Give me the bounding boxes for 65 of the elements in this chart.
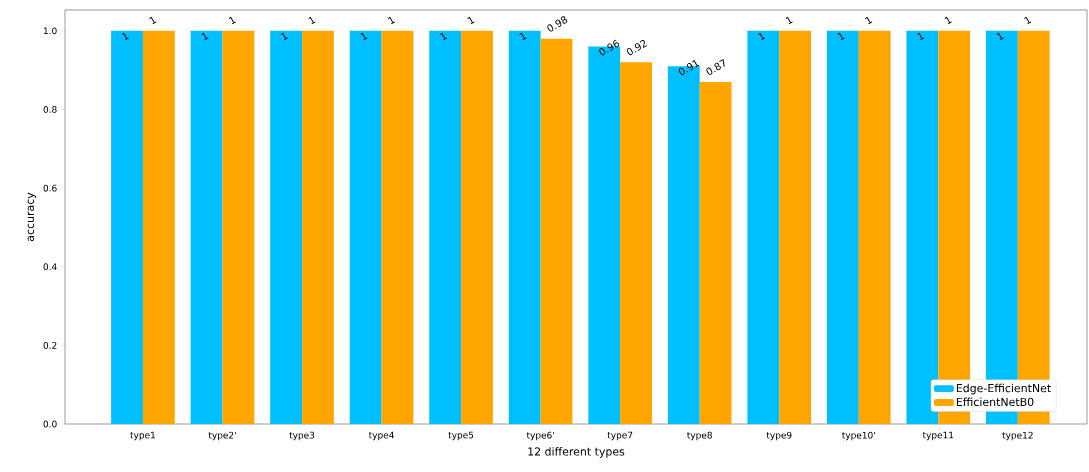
x-tick-label: type10' bbox=[842, 431, 875, 441]
data-label: 0.92 bbox=[626, 40, 648, 56]
data-label: 1 bbox=[519, 32, 527, 41]
y-tick-label: 0.4 bbox=[43, 263, 57, 271]
bar bbox=[111, 30, 143, 424]
x-tick-label: type12 bbox=[1002, 431, 1033, 441]
bar bbox=[699, 81, 732, 424]
data-label: 1 bbox=[1024, 16, 1032, 25]
x-tick-label: type8 bbox=[687, 431, 712, 441]
bar bbox=[540, 38, 573, 424]
x-tick-label: type5 bbox=[448, 431, 474, 441]
x-tick-label: type3 bbox=[289, 431, 315, 441]
data-label: 1 bbox=[387, 16, 396, 25]
legend-label: EfficientNetB0 bbox=[956, 397, 1034, 407]
bar bbox=[302, 30, 334, 424]
data-label: 1 bbox=[280, 32, 288, 41]
bar bbox=[620, 62, 652, 424]
bar bbox=[429, 30, 462, 424]
y-tick-label: 0.2 bbox=[43, 341, 57, 349]
data-label: 1 bbox=[996, 32, 1004, 41]
data-label: 1 bbox=[360, 32, 368, 41]
bar bbox=[349, 30, 382, 424]
y-tick-label: 0.6 bbox=[43, 184, 57, 192]
data-label: 1 bbox=[467, 16, 475, 25]
x-tick-label: type11 bbox=[922, 431, 954, 441]
bar bbox=[270, 30, 303, 424]
bar bbox=[779, 30, 812, 424]
bar bbox=[747, 30, 780, 424]
data-label: 1 bbox=[149, 16, 157, 25]
data-label: 0.96 bbox=[599, 39, 620, 56]
bar bbox=[190, 30, 223, 424]
bar bbox=[906, 30, 939, 424]
x-tick-label: type4 bbox=[368, 431, 394, 441]
bar bbox=[826, 30, 859, 424]
data-label: 1 bbox=[308, 16, 316, 25]
bar bbox=[858, 30, 891, 424]
data-label: 1 bbox=[439, 32, 448, 41]
y-tick-label: 0.8 bbox=[43, 106, 57, 113]
bar bbox=[222, 30, 255, 424]
data-label: 1 bbox=[865, 16, 873, 25]
x-tick-label: type7 bbox=[607, 431, 633, 441]
x-tick-label: type6' bbox=[526, 431, 554, 441]
x-tick-label: type2' bbox=[208, 431, 236, 441]
data-label: 1 bbox=[228, 16, 237, 25]
x-axis-title: 12 different types bbox=[528, 447, 625, 458]
data-label: 1 bbox=[837, 32, 845, 41]
bar bbox=[142, 30, 175, 424]
data-label: 1 bbox=[785, 16, 793, 25]
bar bbox=[461, 30, 493, 424]
legend-label: Edge-EfficientNet bbox=[956, 383, 1051, 395]
data-label: 1 bbox=[917, 32, 925, 41]
data-label: 0.98 bbox=[547, 16, 568, 32]
x-tick-label: type1 bbox=[130, 431, 155, 441]
data-label: 0.87 bbox=[706, 58, 725, 75]
data-label: 0.91 bbox=[678, 59, 700, 75]
data-label: 1 bbox=[758, 32, 766, 41]
data-label: 1 bbox=[944, 16, 952, 25]
data-label: 1 bbox=[121, 32, 129, 41]
x-tick-label: type9 bbox=[766, 431, 792, 441]
data-label: 1 bbox=[201, 32, 209, 41]
y-tick-label: 1.0 bbox=[43, 27, 57, 35]
y-tick-label: 0.0 bbox=[43, 420, 57, 428]
bar bbox=[508, 30, 541, 424]
y-axis-title: accuracy bbox=[27, 192, 37, 242]
bar bbox=[381, 30, 414, 424]
